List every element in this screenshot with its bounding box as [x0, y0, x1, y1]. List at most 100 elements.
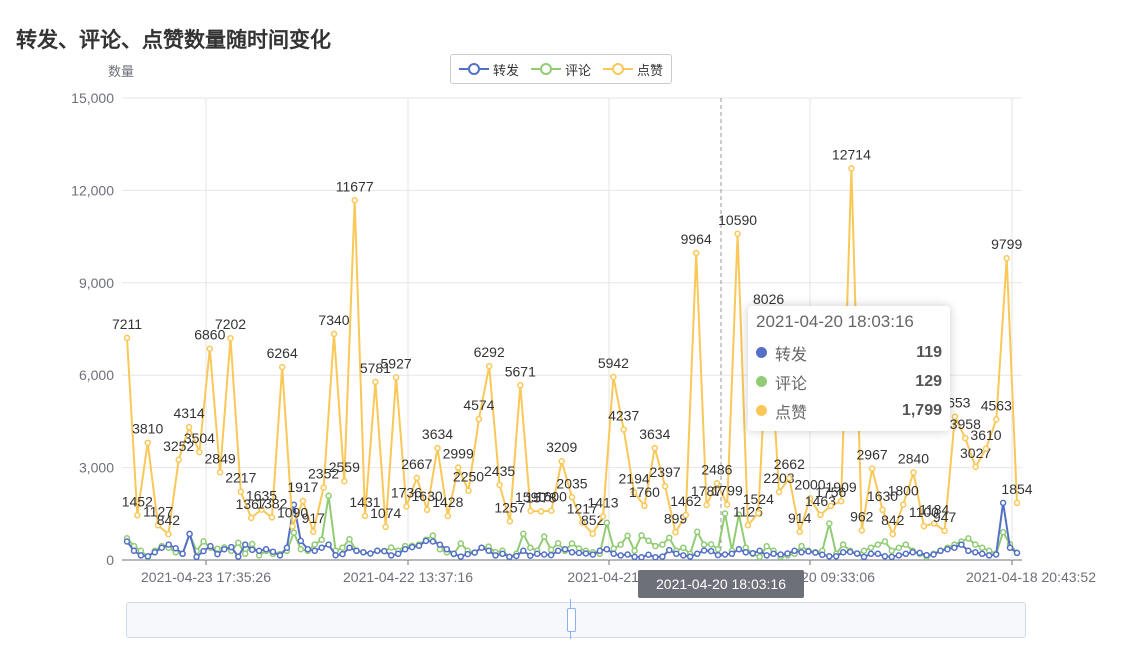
- data-label: 4574: [463, 397, 494, 413]
- data-label: 917: [302, 510, 326, 526]
- data-label: 2967: [857, 447, 888, 463]
- data-point: [387, 552, 395, 559]
- data-point: [527, 507, 534, 515]
- data-point: [387, 544, 395, 551]
- data-point: [680, 552, 687, 559]
- data-point: [839, 549, 847, 556]
- data-point: [367, 550, 374, 557]
- data-point: [692, 249, 700, 257]
- legend-label-like: 点赞: [637, 62, 664, 78]
- data-point: [558, 457, 565, 465]
- data-point: [361, 512, 369, 520]
- data-point: [381, 547, 388, 555]
- data-point: [151, 549, 159, 556]
- data-point: [786, 474, 793, 482]
- legend-item-like[interactable]: 点赞: [603, 60, 663, 79]
- data-point: [763, 552, 770, 559]
- data-point: [382, 523, 389, 531]
- legend-item-forward[interactable]: 转发: [459, 60, 519, 79]
- data-point: [475, 415, 483, 423]
- data-point: [784, 550, 791, 557]
- data-point: [659, 541, 666, 548]
- data-point: [888, 553, 896, 561]
- data-point: [617, 552, 624, 559]
- data-point: [666, 534, 673, 541]
- data-label: 2397: [650, 464, 681, 480]
- y-tick-label: 15,000: [71, 90, 114, 106]
- data-label: 4563: [981, 398, 1012, 414]
- data-label: 10590: [718, 212, 757, 228]
- data-point: [283, 544, 291, 551]
- data-label: 1126: [733, 503, 763, 519]
- data-point: [638, 554, 645, 561]
- data-label: 1630: [412, 488, 443, 504]
- data-label: 3504: [184, 430, 215, 446]
- data-label: 2849: [205, 450, 236, 466]
- data-point: [723, 501, 731, 508]
- data-point: [297, 537, 305, 545]
- data-point: [603, 545, 611, 553]
- tooltip-row-name: 评论: [775, 375, 808, 393]
- data-label: 1578: [525, 489, 556, 505]
- data-label: 899: [664, 510, 688, 526]
- data-point: [902, 550, 910, 558]
- zoom-handle[interactable]: [567, 608, 576, 632]
- data-point: [554, 547, 562, 555]
- data-point: [860, 553, 868, 561]
- data-label: 5671: [505, 363, 536, 379]
- data-point: [297, 545, 305, 553]
- data-point: [763, 543, 770, 550]
- data-point: [937, 547, 944, 555]
- data-point: [832, 553, 840, 560]
- data-point: [972, 463, 979, 471]
- legend-label-comment: 评论: [565, 62, 592, 78]
- data-point: [666, 546, 673, 554]
- data-point: [221, 545, 228, 553]
- data-point: [686, 553, 694, 560]
- y-tick-label: 3,000: [79, 460, 114, 476]
- data-label: 1799: [712, 483, 743, 499]
- data-point: [496, 481, 503, 489]
- data-point: [360, 549, 367, 556]
- data-point: [889, 530, 897, 538]
- data-point: [422, 537, 430, 545]
- data-point: [770, 550, 777, 558]
- data-label: 1090: [277, 504, 308, 520]
- y-tick-label: 6,000: [79, 367, 114, 383]
- legend-item-comment[interactable]: 评论: [531, 60, 591, 79]
- data-point: [413, 474, 421, 482]
- data-point: [548, 507, 555, 514]
- data-label: 1756: [815, 484, 846, 500]
- data-point: [982, 445, 990, 453]
- data-point: [123, 334, 131, 342]
- tooltip-row-comment: 评论 129: [756, 367, 942, 396]
- data-point: [554, 540, 562, 547]
- data-point: [978, 544, 986, 551]
- data-point: [756, 547, 763, 555]
- data-point: [408, 543, 416, 551]
- data-point: [320, 484, 327, 491]
- data-point: [867, 544, 875, 551]
- data-point: [353, 547, 360, 555]
- data-label: 3610: [970, 427, 1001, 443]
- x-tick-label: 2021-04-21 1: [567, 569, 651, 585]
- data-point: [454, 464, 462, 471]
- data-point: [325, 541, 332, 548]
- data-label: 1909: [826, 479, 857, 495]
- data-point: [568, 494, 576, 501]
- data-point: [641, 502, 648, 510]
- data-point: [235, 539, 242, 547]
- data-label: 5927: [381, 355, 412, 371]
- tooltip-row-like: 点赞 1,799: [756, 396, 942, 425]
- data-point: [848, 165, 855, 172]
- data-point: [693, 528, 701, 536]
- data-point: [179, 550, 186, 558]
- data-label: 2208: [763, 470, 794, 486]
- data-label: 4237: [608, 408, 639, 424]
- data-zoom-slider[interactable]: [126, 599, 1026, 639]
- data-label: 1600: [536, 489, 567, 505]
- data-point: [485, 547, 492, 555]
- data-label: 1184: [919, 502, 949, 518]
- data-point: [154, 522, 162, 529]
